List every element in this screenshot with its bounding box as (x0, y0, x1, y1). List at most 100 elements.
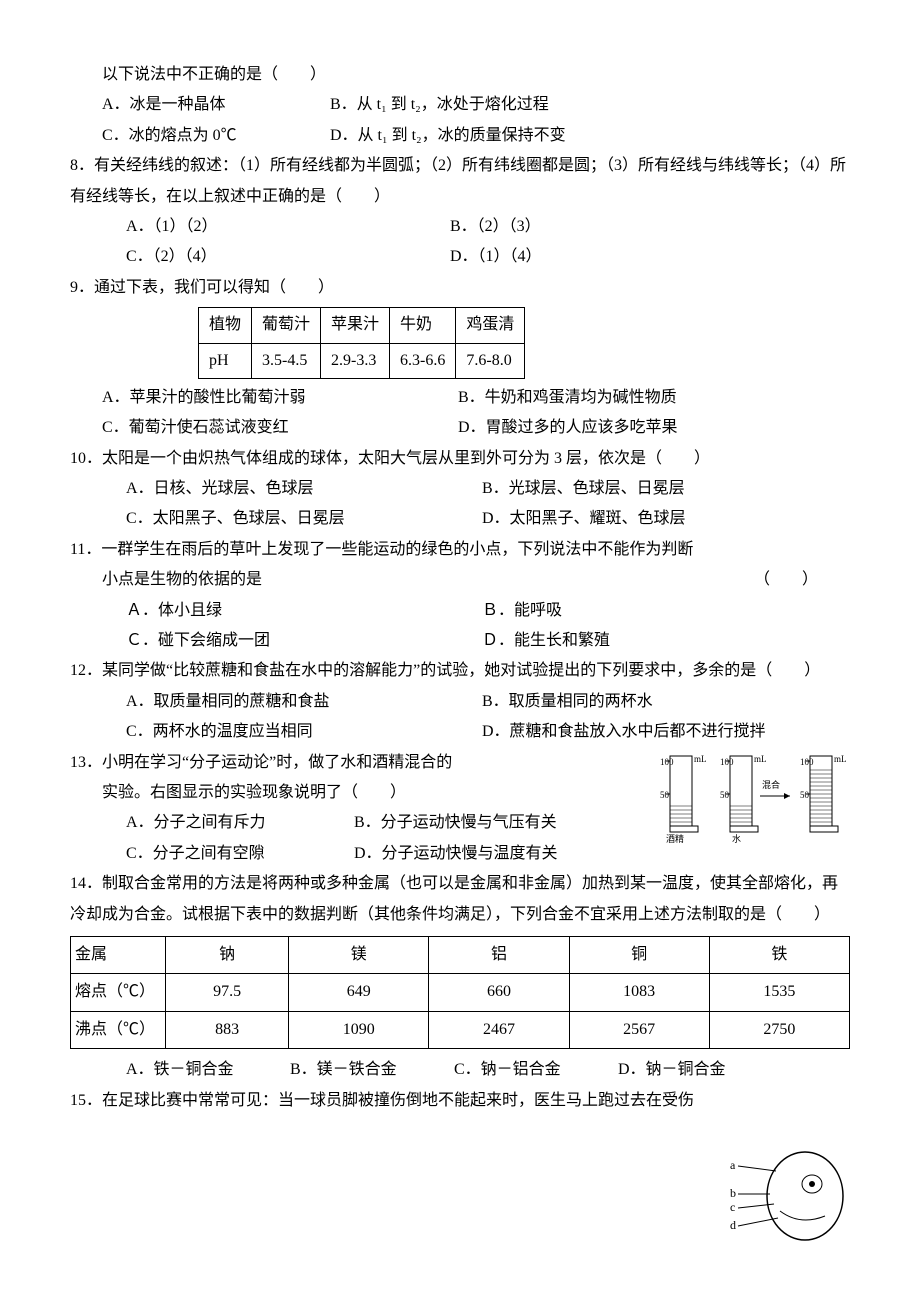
q13-50-2: 50 (720, 790, 730, 800)
q11-D: Ｄ．能生长和繁殖 (482, 626, 610, 656)
q7-B: B．从 t₁ 到 t₂，冰处于熔化过程 (330, 90, 549, 120)
q13-row1: A．分子之间有斥力 B．分子运动快慢与气压有关 (70, 808, 630, 838)
q13-D: D．分子运动快慢与温度有关 (354, 839, 558, 869)
q9-h2: 苹果汁 (321, 308, 390, 343)
q10-stem: 10．太阳是一个由炽热气体组成的球体，太阳大气层从里到外可分为 3 层，依次是（… (70, 444, 850, 474)
q14-C: C．钠－铝合金 (454, 1055, 614, 1085)
q14-m0: 熔点（℃） (71, 974, 166, 1011)
q7-row1: A．冰是一种晶体 B．从 t₁ 到 t₂，冰处于熔化过程 (70, 90, 850, 120)
q11-stem-b: 小点是生物的依据的是 (102, 565, 262, 595)
q15-stem: 15．在足球比赛中常常可见：当一球员脚被撞伤倒地不能起来时，医生马上跑过去在受伤 (70, 1086, 850, 1116)
q7-C: C．冰的熔点为 0℃ (102, 121, 326, 151)
q10-A: A．日核、光球层、色球层 (126, 474, 478, 504)
q10: 10．太阳是一个由炽热气体组成的球体，太阳大气层从里到外可分为 3 层，依次是（… (70, 444, 850, 535)
q8-stem: 8．有关经纬线的叙述：（1）所有经线都为半圆弧；（2）所有纬线圈都是圆；（3）所… (70, 151, 850, 212)
q9-h4: 鸡蛋清 (456, 308, 525, 343)
q9-table: 植物 葡萄汁 苹果汁 牛奶 鸡蛋清 pH 3.5-4.5 2.9-3.3 6.3… (198, 307, 525, 379)
q14-stem: 14．制取合金常用的方法是将两种或多种金属（也可以是金属和非金属）加热到某一温度… (70, 869, 850, 930)
q14-m5: 1535 (709, 974, 849, 1011)
q14-m1: 97.5 (166, 974, 289, 1011)
q14-b1: 883 (166, 1011, 289, 1048)
q14-c3: 铝 (429, 936, 569, 973)
q13-figure: 100 50 mL 酒精 100 50 mL 水 混合 (650, 748, 850, 844)
q15-a: a (730, 1158, 736, 1172)
q9-row2: C．葡萄汁使石蕊试液变红 D．胃酸过多的人应该多吃苹果 (70, 413, 850, 443)
q9: 9．通过下表，我们可以得知（ ） 植物 葡萄汁 苹果汁 牛奶 鸡蛋清 pH 3.… (70, 273, 850, 444)
q12-B: B．取质量相同的两杯水 (482, 687, 653, 717)
q14-c5: 铁 (709, 936, 849, 973)
q8-A: A．（1）（2） (126, 212, 446, 242)
q13-A: A．分子之间有斥力 (126, 808, 350, 838)
q12-C: C．两杯水的温度应当相同 (126, 717, 478, 747)
q7-row2: C．冰的熔点为 0℃ D．从 t₁ 到 t₂，冰的质量保持不变 (70, 121, 850, 151)
q9-r1: 3.5-4.5 (252, 343, 321, 378)
q13: 100 50 mL 酒精 100 50 mL 水 混合 (70, 748, 850, 870)
q14-b5: 2750 (709, 1011, 849, 1048)
q12-row2: C．两杯水的温度应当相同 D．蔗糖和食盐放入水中后都不进行搅拌 (70, 717, 850, 747)
q13-mL-1: mL (694, 754, 707, 764)
q13-row2: C．分子之间有空隙 D．分子运动快慢与温度有关 (70, 839, 630, 869)
q8-C: C．（2）（4） (126, 242, 446, 272)
q13-label2: 水 (732, 833, 741, 844)
q12-A: A．取质量相同的蔗糖和食盐 (126, 687, 478, 717)
q9-table-wrap: 植物 葡萄汁 苹果汁 牛奶 鸡蛋清 pH 3.5-4.5 2.9-3.3 6.3… (70, 307, 850, 379)
q13-label1: 酒精 (666, 833, 684, 844)
q14-opts: A．铁－铜合金 B．镁－铁合金 C．钠－铝合金 D．钠－铜合金 (70, 1055, 850, 1085)
q10-D: D．太阳黑子、耀斑、色球层 (482, 504, 686, 534)
q9-r0: pH (199, 343, 252, 378)
q14-c1: 钠 (166, 936, 289, 973)
q13-stem-a: 13．小明在学习“分子运动论”时，做了水和酒精混合的 (70, 748, 630, 778)
q9-h3: 牛奶 (390, 308, 456, 343)
q10-B: B．光球层、色球层、日冕层 (482, 474, 685, 504)
q7-A: A．冰是一种晶体 (102, 90, 326, 120)
q9-C: C．葡萄汁使石蕊试液变红 (102, 413, 454, 443)
q14-row-boil: 沸点（℃） 883 1090 2467 2567 2750 (71, 1011, 850, 1048)
q14-m2: 649 (289, 974, 429, 1011)
q13-100-3: 100 (800, 757, 814, 767)
q14-b2: 1090 (289, 1011, 429, 1048)
q9-h1: 葡萄汁 (252, 308, 321, 343)
q13-stem-b: 实验。右图显示的实验现象说明了（ ） (70, 778, 630, 808)
q9-B: B．牛奶和鸡蛋清均为碱性物质 (458, 383, 677, 413)
q14-c4: 铜 (569, 936, 709, 973)
q12: 12．某同学做“比较蔗糖和食盐在水中的溶解能力”的试验，她对试验提出的下列要求中… (70, 656, 850, 747)
q13-B: B．分子运动快慢与气压有关 (354, 808, 557, 838)
q14-b0: 沸点（℃） (71, 1011, 166, 1048)
q12-D: D．蔗糖和食盐放入水中后都不进行搅拌 (482, 717, 766, 747)
q15-figure: a b c d (730, 1146, 850, 1246)
q11-paren: （ ） (754, 565, 818, 595)
q10-row2: C．太阳黑子、色球层、日冕层 D．太阳黑子、耀斑、色球层 (70, 504, 850, 534)
q11: 11．一群学生在雨后的草叶上发现了一些能运动的绿色的小点，下列说法中不能作为判断… (70, 535, 850, 657)
q9-r2: 2.9-3.3 (321, 343, 390, 378)
q14-b4: 2567 (569, 1011, 709, 1048)
q10-C: C．太阳黑子、色球层、日冕层 (126, 504, 478, 534)
q14: 14．制取合金常用的方法是将两种或多种金属（也可以是金属和非金属）加热到某一温度… (70, 869, 850, 1085)
q9-header-row: 植物 葡萄汁 苹果汁 牛奶 鸡蛋清 (199, 308, 525, 343)
q13-50-1: 50 (660, 790, 670, 800)
q11-stem-b-row: 小点是生物的依据的是 （ ） (70, 565, 850, 595)
q9-h0: 植物 (199, 308, 252, 343)
q11-A: Ａ．体小且绿 (126, 596, 478, 626)
q15: 15．在足球比赛中常常可见：当一球员脚被撞伤倒地不能起来时，医生马上跑过去在受伤… (70, 1086, 850, 1116)
q14-c2: 镁 (289, 936, 429, 973)
q14-m3: 660 (429, 974, 569, 1011)
q7: 以下说法中不正确的是（ ） A．冰是一种晶体 B．从 t₁ 到 t₂，冰处于熔化… (70, 60, 850, 151)
q9-row1: A．苹果汁的酸性比葡萄汁弱 B．牛奶和鸡蛋清均为碱性物质 (70, 383, 850, 413)
q12-stem: 12．某同学做“比较蔗糖和食盐在水中的溶解能力”的试验，她对试验提出的下列要求中… (70, 656, 850, 686)
q11-stem-a: 11．一群学生在雨后的草叶上发现了一些能运动的绿色的小点，下列说法中不能作为判断 (70, 535, 850, 565)
q15-b: b (730, 1186, 736, 1200)
q9-D: D．胃酸过多的人应该多吃苹果 (458, 413, 678, 443)
q14-header: 金属 钠 镁 铝 铜 铁 (71, 936, 850, 973)
q10-row1: A．日核、光球层、色球层 B．光球层、色球层、日冕层 (70, 474, 850, 504)
q8-row2: C．（2）（4） D．（1）（4） (70, 242, 850, 272)
q14-b3: 2467 (429, 1011, 569, 1048)
q14-row-melt: 熔点（℃） 97.5 649 660 1083 1535 (71, 974, 850, 1011)
q12-row1: A．取质量相同的蔗糖和食盐 B．取质量相同的两杯水 (70, 687, 850, 717)
q9-r3: 6.3-6.6 (390, 343, 456, 378)
q14-c0: 金属 (71, 936, 166, 973)
q9-A: A．苹果汁的酸性比葡萄汁弱 (102, 383, 454, 413)
q14-B: B．镁－铁合金 (290, 1055, 450, 1085)
q8-D: D．（1）（4） (450, 242, 542, 272)
q7-intro: 以下说法中不正确的是（ ） (70, 60, 850, 90)
q15-c: c (730, 1200, 735, 1214)
